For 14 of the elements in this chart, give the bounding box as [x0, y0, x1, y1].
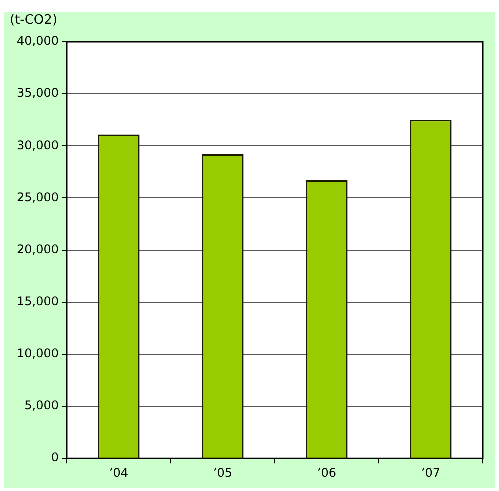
- x-tick-label: ’05: [213, 466, 233, 480]
- y-tick-label: 30,000: [16, 138, 59, 152]
- y-tick-label: 5,000: [24, 398, 59, 413]
- y-axis-title: (t-CO2): [10, 12, 58, 28]
- y-tick-label: 20,000: [16, 242, 59, 256]
- x-tick-label: ’07: [421, 466, 441, 480]
- y-tick-label: 35,000: [16, 86, 59, 100]
- y-tick-label: 15,000: [16, 294, 59, 308]
- x-tick-label: ’04: [109, 466, 129, 480]
- y-tick-label: 40,000: [16, 34, 59, 48]
- y-tick-label: 10,000: [16, 346, 59, 361]
- y-tick-label: 0: [51, 450, 59, 465]
- x-tick-label: ’06: [317, 466, 337, 480]
- y-tick-label: 25,000: [16, 190, 59, 204]
